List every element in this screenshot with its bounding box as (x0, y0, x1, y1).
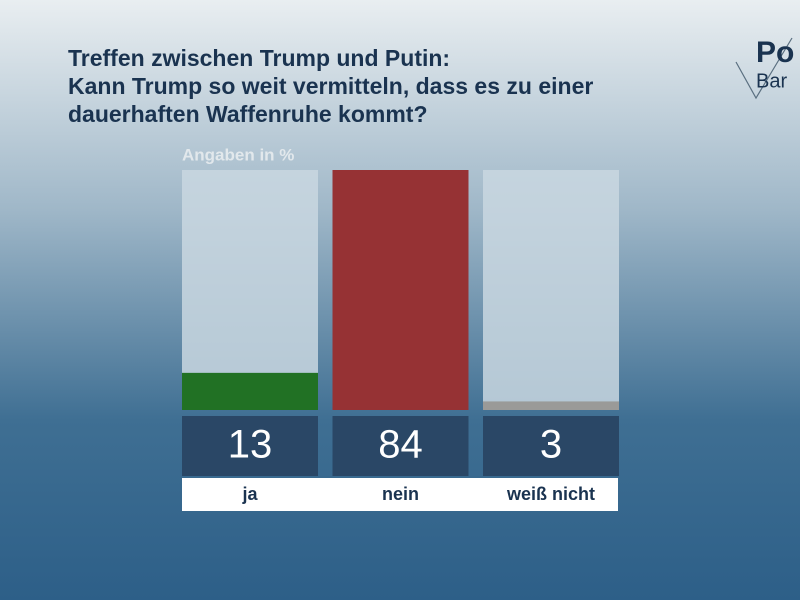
category-label: ja (241, 484, 258, 504)
title-line: dauerhaften Waffenruhe kommt? (68, 101, 428, 127)
bar (332, 170, 469, 410)
bar (182, 372, 318, 410)
bar-track (182, 170, 318, 410)
bar-track (483, 170, 619, 410)
value-box (332, 416, 469, 476)
value-box (483, 416, 619, 476)
category-label: weiß nicht (506, 484, 595, 504)
value-label: 3 (540, 423, 562, 467)
logo-text: Po (756, 36, 794, 69)
logo-mark (735, 37, 793, 100)
label-strip (182, 478, 618, 511)
title-line: Kann Trump so weit vermitteln, dass es z… (68, 73, 593, 99)
value-label: 84 (378, 423, 423, 467)
value-label: 13 (228, 423, 273, 467)
value-box (182, 416, 318, 476)
bar (483, 401, 619, 410)
title-line: Treffen zwischen Trump und Putin: (68, 45, 450, 71)
category-label: nein (382, 484, 419, 504)
subtitle: Angaben in % (182, 145, 294, 164)
logo-text: Bar (756, 70, 787, 92)
